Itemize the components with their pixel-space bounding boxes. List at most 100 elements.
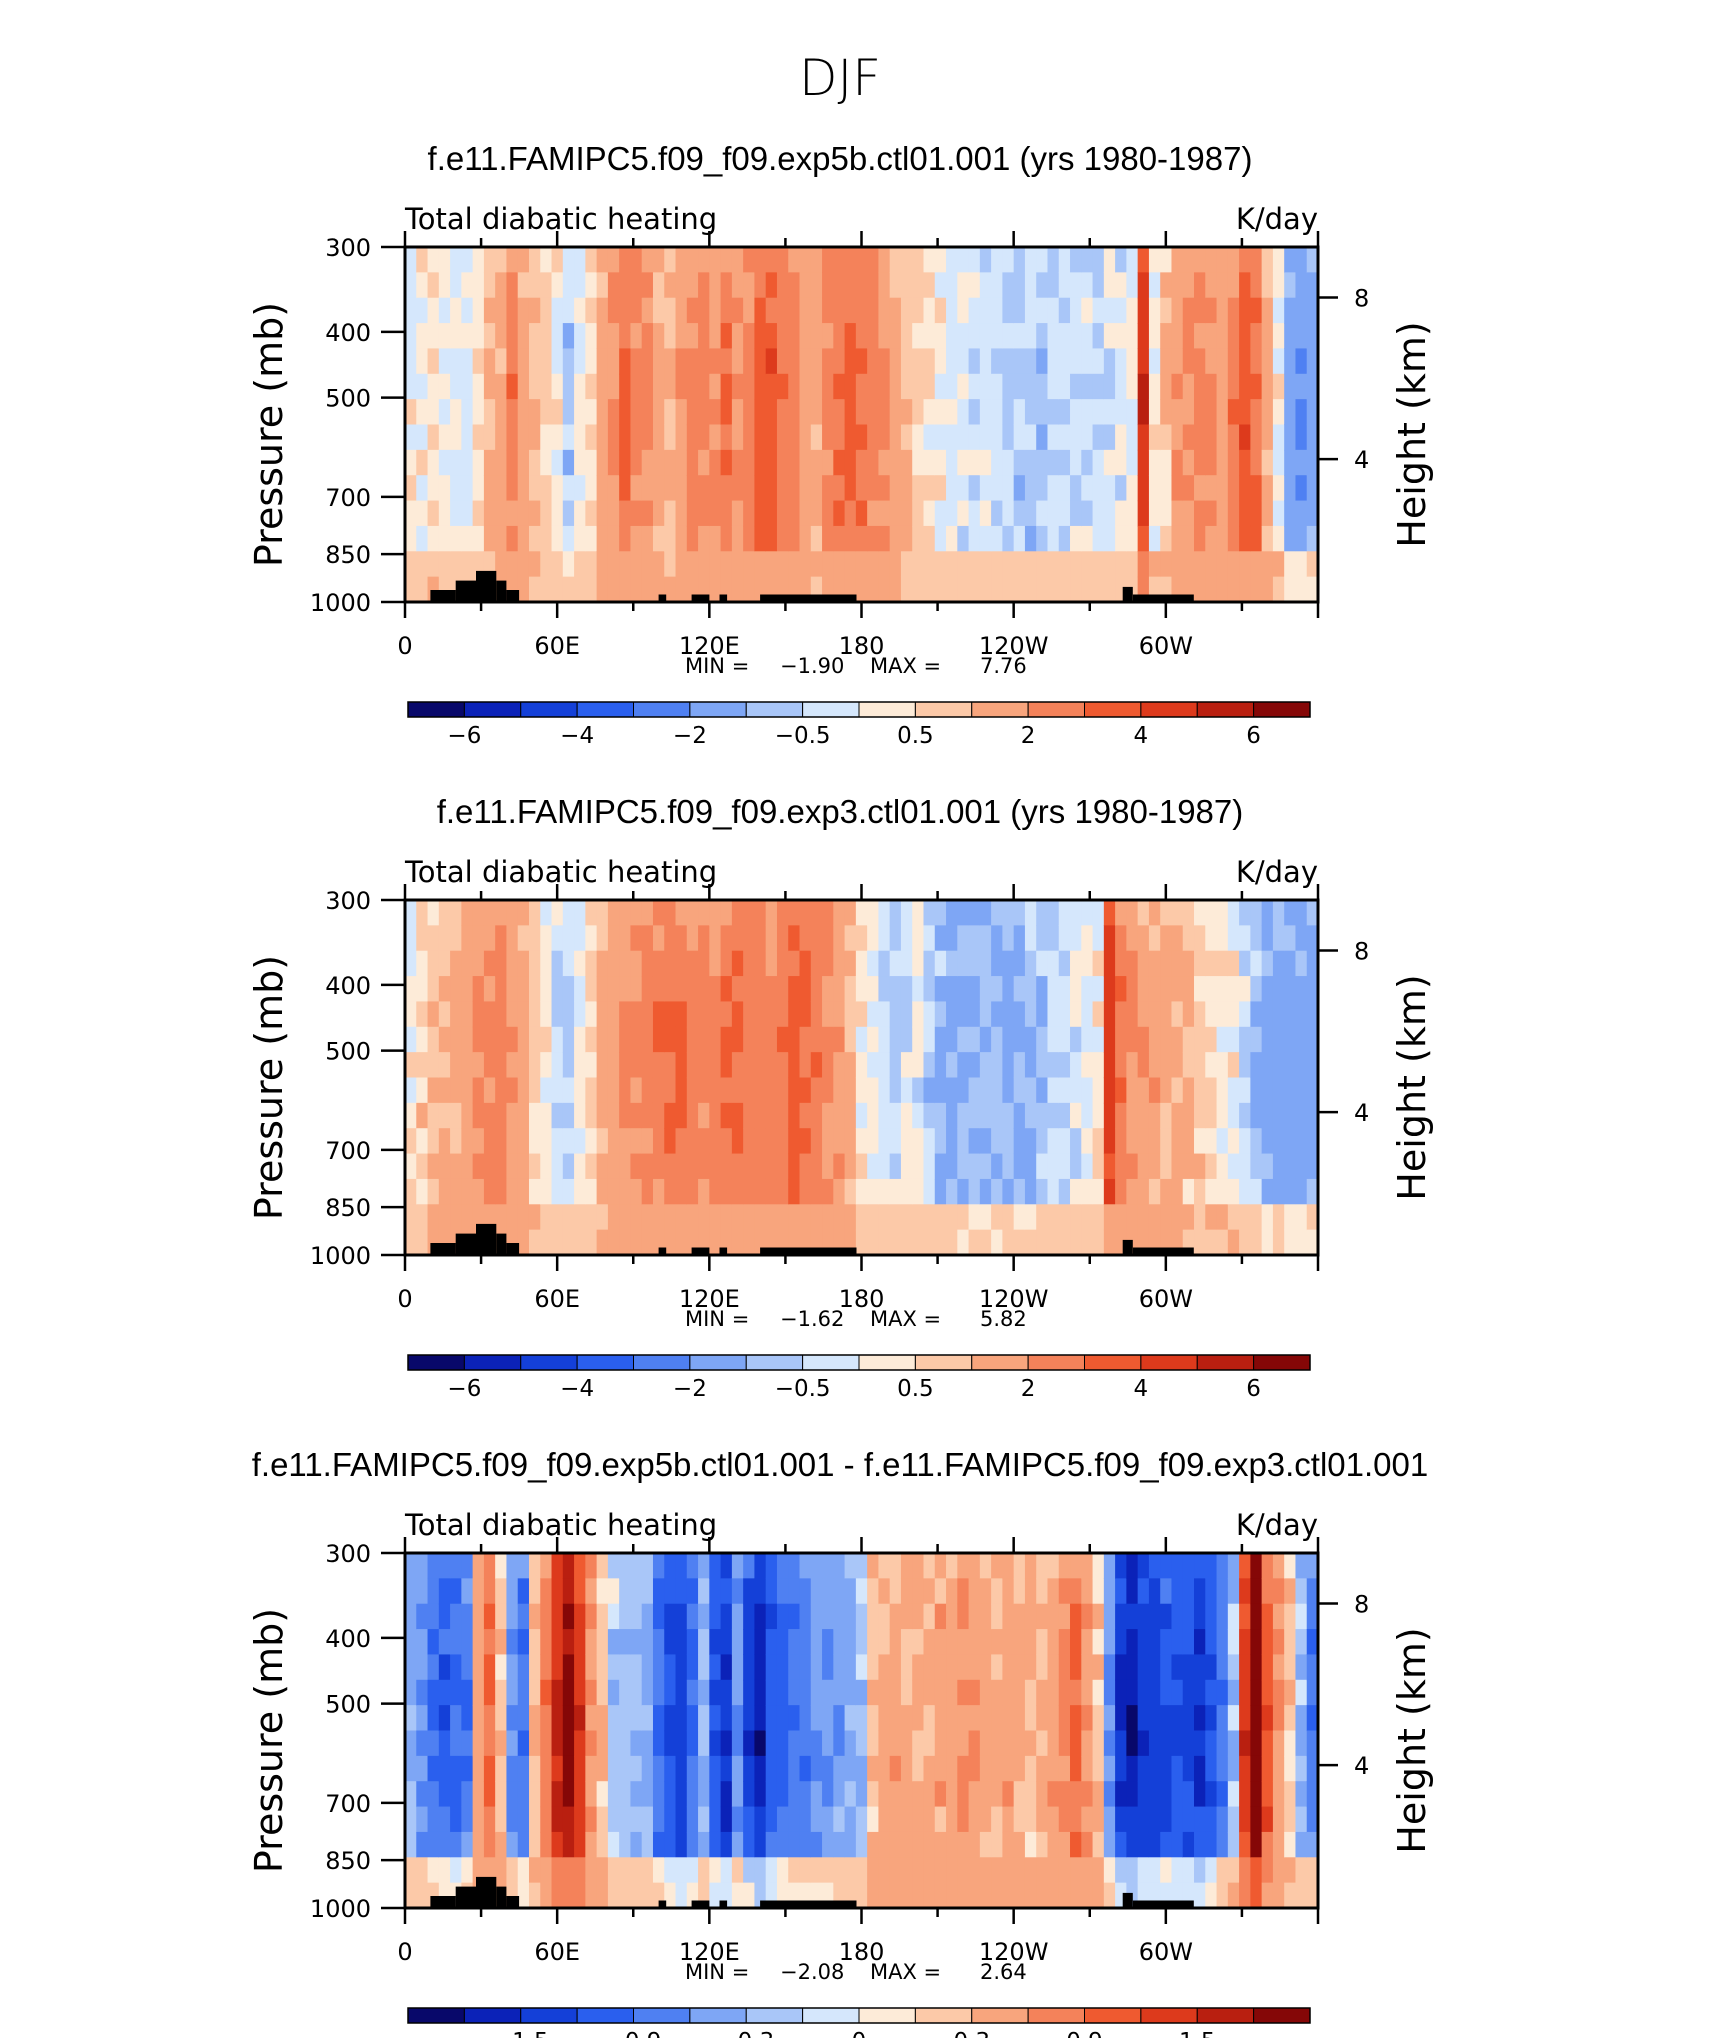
heatmap-cell xyxy=(754,348,767,375)
heatmap-cell xyxy=(506,424,519,451)
heatmap-cell xyxy=(450,247,462,273)
colorbar-swatch xyxy=(1196,2007,1255,2024)
heatmap-cell xyxy=(596,1755,609,1782)
heatmap-cell xyxy=(551,1178,564,1205)
heatmap-cell xyxy=(495,373,508,400)
heatmap-cell xyxy=(968,1102,981,1129)
heatmap-cell xyxy=(1148,399,1161,426)
colorbar-swatch xyxy=(633,701,691,718)
heatmap-cell xyxy=(506,1679,519,1706)
heatmap-cell xyxy=(528,1102,541,1129)
y-axis-label: Pressure (mb) xyxy=(247,1608,291,1873)
heatmap-cell xyxy=(574,1679,586,1706)
heatmap-cell xyxy=(1216,1882,1229,1909)
heatmap-cell xyxy=(912,1603,925,1630)
heatmap-cell xyxy=(1171,1001,1184,1028)
heatmap-cell xyxy=(855,976,868,1003)
units-label: K/day xyxy=(1236,202,1318,236)
heatmap-cell xyxy=(867,1603,880,1630)
heatmap-cell xyxy=(822,247,834,273)
heatmap-cell xyxy=(574,323,586,350)
heatmap-cell xyxy=(1284,1806,1297,1833)
heatmap-cell xyxy=(652,297,665,324)
heatmap-cell xyxy=(833,551,846,578)
heatmap-cell xyxy=(506,399,519,426)
heatmap-cell xyxy=(1115,247,1127,273)
heatmap-cell xyxy=(934,1128,947,1155)
heatmap-cell xyxy=(698,1553,710,1579)
topography-block xyxy=(1122,1892,1133,1908)
heatmap-cell xyxy=(1047,1603,1060,1630)
heatmap-cell xyxy=(472,976,485,1003)
heatmap-cell xyxy=(720,525,733,552)
heatmap-cell xyxy=(596,525,609,552)
heatmap-cell xyxy=(1205,1730,1218,1757)
heatmap-cell xyxy=(878,1077,891,1104)
heatmap-cell xyxy=(1047,525,1060,552)
heatmap-cell xyxy=(1284,1603,1297,1630)
heatmap-cell xyxy=(957,348,970,375)
heatmap-cell xyxy=(1115,1052,1127,1079)
heatmap-cell xyxy=(1306,1026,1319,1053)
heatmap-cell xyxy=(675,900,688,926)
heatmap-cell xyxy=(979,1755,992,1782)
heatmap-cell xyxy=(844,576,857,603)
heatmap-cell xyxy=(1272,900,1285,926)
heatmap-cell xyxy=(450,373,462,400)
heatmap-cell xyxy=(799,272,812,299)
heatmap-cell xyxy=(607,551,620,578)
heatmap-cell xyxy=(889,551,902,578)
heatmap-cell xyxy=(416,348,429,375)
heatmap-cell xyxy=(754,950,767,977)
heatmap-cell xyxy=(979,950,992,977)
heatmap-cell xyxy=(506,500,519,527)
heatmap-cell xyxy=(461,1857,474,1884)
heatmap-cell xyxy=(1002,1755,1015,1782)
heatmap-cell xyxy=(686,1052,699,1079)
heatmap-cell xyxy=(664,1857,677,1884)
heatmap-cell xyxy=(450,1578,462,1605)
heatmap-cell xyxy=(540,449,553,476)
heatmap-cell xyxy=(1070,900,1082,926)
heatmap-cell xyxy=(1092,551,1105,578)
heatmap-cell xyxy=(1205,1705,1218,1732)
colorbar-swatch xyxy=(407,1354,465,1371)
heatmap-cell xyxy=(506,475,519,502)
heatmap-cell xyxy=(675,500,688,527)
heatmap-cell xyxy=(878,323,891,350)
heatmap-cell xyxy=(799,348,812,375)
colorbar-swatch xyxy=(576,2007,635,2024)
heatmap-cell xyxy=(946,950,958,977)
heatmap-cell xyxy=(1272,1781,1285,1808)
heatmap-cell xyxy=(416,1052,429,1079)
heatmap-cell xyxy=(562,475,575,502)
heatmap-cell xyxy=(698,1730,710,1757)
heatmap-cell xyxy=(1261,1153,1274,1180)
heatmap-cell xyxy=(923,976,936,1003)
heatmap-cell xyxy=(1261,475,1274,502)
heatmap-cell xyxy=(405,1781,417,1808)
heatmap-cell xyxy=(1070,1831,1082,1858)
heatmap-cell xyxy=(833,424,846,451)
heatmap-cell xyxy=(1058,551,1071,578)
heatmap-cell xyxy=(664,950,677,977)
heatmap-cell xyxy=(991,348,1003,375)
heatmap-cell xyxy=(878,1026,891,1053)
heatmap-cell xyxy=(461,1781,474,1808)
heatmap-cell xyxy=(991,1755,1003,1782)
heatmap-cell xyxy=(1205,449,1218,476)
heatmap-cell xyxy=(1092,399,1105,426)
heatmap-cell xyxy=(1261,1178,1274,1205)
min-label: MIN = xyxy=(685,654,749,678)
heatmap-cell xyxy=(900,1178,913,1205)
heatmap-cell xyxy=(686,576,699,603)
heatmap-cell xyxy=(1272,576,1285,603)
heatmap-cell xyxy=(517,1781,530,1808)
colorbar-label: 2 xyxy=(1021,723,1036,749)
heatmap-cell xyxy=(1047,399,1060,426)
heatmap-cell xyxy=(765,1806,778,1833)
colorbar-swatch xyxy=(1140,701,1198,718)
heatmap-cell xyxy=(923,1553,936,1579)
heatmap-cell xyxy=(889,297,902,324)
heatmap-cell xyxy=(1261,1831,1274,1858)
